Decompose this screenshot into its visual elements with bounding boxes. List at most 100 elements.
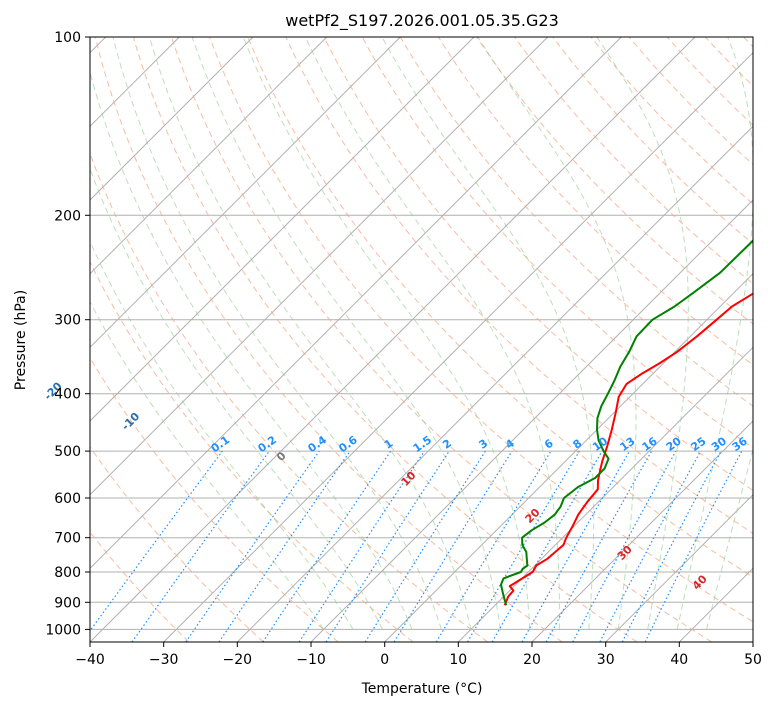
mixing-ratio-line xyxy=(521,450,631,642)
mixing-ratio-line xyxy=(364,450,486,642)
moist-adiabat-line xyxy=(477,37,637,630)
moist-adiabat-line xyxy=(90,167,383,630)
moist-adiabat-line xyxy=(676,37,753,630)
mixing-ratio-line xyxy=(491,450,603,642)
x-tick-label: −20 xyxy=(223,652,253,668)
isotherm-gridline xyxy=(90,37,401,349)
mixing-ratio-label: 2 xyxy=(440,437,454,452)
isotherm-gridline xyxy=(236,125,753,642)
mixing-ratio-line xyxy=(466,450,580,642)
isotherm-gridline xyxy=(90,37,696,642)
dry-adiabat-line xyxy=(323,37,753,491)
dry-adiabat-line xyxy=(247,37,753,578)
x-tick-label: −40 xyxy=(75,652,105,668)
y-tick-label: 900 xyxy=(54,595,81,611)
mixing-ratio-line xyxy=(545,450,653,642)
isotherm-gridline xyxy=(90,37,254,201)
isotherm-gridline xyxy=(90,37,475,422)
dry-adiabat-line xyxy=(552,37,753,245)
isotherm-gridline xyxy=(90,37,622,570)
dry-adiabat-line xyxy=(437,37,753,366)
isotherm-gridline xyxy=(90,37,549,496)
isotherm-gridline xyxy=(457,346,753,642)
mixing-ratio-line xyxy=(325,450,450,642)
background-lines xyxy=(90,37,753,642)
mixing-ratio-line xyxy=(599,450,702,642)
mixing-ratio-line xyxy=(218,450,351,642)
mixing-ratio-line xyxy=(572,450,677,642)
dry-adiabat-line xyxy=(743,37,753,48)
mixing-ratio-line xyxy=(131,450,270,642)
moist-adiabat-label: 10 xyxy=(399,469,419,489)
moist-adiabat-line xyxy=(112,37,442,630)
x-tick-label: 30 xyxy=(597,652,615,668)
y-tick-label: 700 xyxy=(54,531,81,547)
dry-adiabat-line xyxy=(209,37,753,623)
plot-frame xyxy=(89,36,754,643)
moist-adiabat-line xyxy=(90,240,354,630)
moist-adiabat-line xyxy=(90,300,325,630)
dry-adiabat-line xyxy=(628,37,753,166)
y-tick-label: 100 xyxy=(54,30,81,46)
dry-adiabat-line xyxy=(94,37,563,642)
dry-adiabat-line xyxy=(666,37,753,126)
y-tick-label: 300 xyxy=(54,313,81,329)
x-tick-label: −10 xyxy=(296,652,326,668)
mixing-ratio-label: 3 xyxy=(477,437,491,452)
mixing-ratio-line xyxy=(90,450,223,632)
isotherm-gridline xyxy=(163,51,753,642)
dry-adiabat-line xyxy=(90,356,339,642)
moist-adiabat-line xyxy=(596,37,689,630)
dry-adiabat-line xyxy=(132,37,638,642)
mixing-ratio-line xyxy=(393,450,513,642)
y-tick-label: 1000 xyxy=(45,622,81,638)
moist-adiabat-line xyxy=(191,37,501,630)
moist-adiabat-label: 40 xyxy=(690,572,710,592)
mixing-ratio-label: 0.6 xyxy=(336,433,360,455)
dry-adiabat-line xyxy=(90,152,488,642)
isotherm-gridline xyxy=(531,420,753,642)
mixing-ratio-label: 0.1 xyxy=(209,433,232,455)
mixing-ratio-label: 0.4 xyxy=(306,433,330,455)
y-tick-label: 400 xyxy=(54,387,81,403)
dewpoint-profile-line xyxy=(500,239,753,606)
x-tick-label: 50 xyxy=(744,652,762,668)
moist-adiabat-line xyxy=(149,37,472,630)
mixing-ratio-line xyxy=(435,450,552,642)
x-axis-title: Temperature (°C) xyxy=(361,681,483,697)
dry-adiabat-line xyxy=(90,446,264,642)
chart-title: wetPf2_S197.2026.001.05.35.G23 xyxy=(285,11,559,31)
y-tick-label: 600 xyxy=(54,491,81,507)
dry-adiabat-line xyxy=(90,260,414,642)
line-labels: 0.10.20.40.611.52346810131620253036-100-… xyxy=(42,379,750,592)
dry-adiabat-label: -10 xyxy=(119,410,142,433)
mixing-ratio-label: 4 xyxy=(503,437,517,452)
dry-adiabat-line xyxy=(399,37,753,407)
moist-adiabat-line xyxy=(381,37,595,630)
x-tick-label: 40 xyxy=(670,652,688,668)
isotherm-gridline xyxy=(605,493,753,642)
x-tick-label: 0 xyxy=(380,652,389,668)
mixing-ratio-label: 6 xyxy=(542,437,556,452)
moist-adiabat-line xyxy=(90,70,413,630)
y-tick-label: 500 xyxy=(54,444,81,460)
mixing-ratio-line xyxy=(262,450,392,642)
dry-adiabat-line xyxy=(704,37,753,87)
y-tick-label: 200 xyxy=(54,208,81,224)
isotherm-gridline xyxy=(90,37,328,275)
mixing-ratio-line xyxy=(185,450,320,642)
moist-adiabat-label: 20 xyxy=(523,506,543,526)
temperature-profile-line xyxy=(503,292,753,606)
x-tick-label: −30 xyxy=(149,652,179,668)
isotherm-gridline xyxy=(384,272,753,642)
y-tick-label: 800 xyxy=(54,565,81,581)
moist-adiabat-label: 30 xyxy=(615,543,635,563)
dry-adiabat-line xyxy=(476,37,753,325)
x-tick-label: 20 xyxy=(523,652,541,668)
isotherm-gridline xyxy=(752,641,753,642)
x-tick-label: 10 xyxy=(449,652,467,668)
y-axis-title: Pressure (hPa) xyxy=(13,290,29,390)
mixing-ratio-label: 1.5 xyxy=(411,433,434,455)
dry-adiabat-line xyxy=(361,37,753,449)
